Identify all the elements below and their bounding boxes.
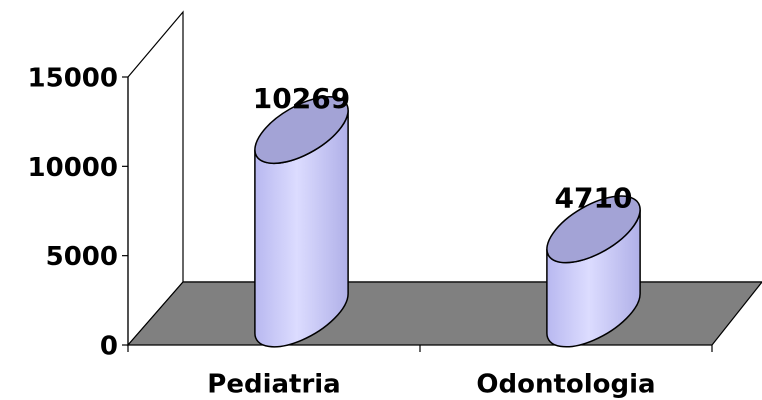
y-tick-label: 5000 xyxy=(46,242,118,272)
y-tick-label: 15000 xyxy=(28,64,118,94)
bar-top xyxy=(254,95,349,165)
y-tick-label: 10000 xyxy=(28,153,118,183)
y-tick-label: 0 xyxy=(100,332,118,362)
floor xyxy=(126,281,762,346)
bar-top xyxy=(546,195,641,264)
value-label: 10269 xyxy=(253,82,350,115)
x-tick-label: Pediatria xyxy=(207,370,340,400)
value-label: 4710 xyxy=(555,181,633,214)
x-tick-label: Odontologia xyxy=(476,370,655,400)
